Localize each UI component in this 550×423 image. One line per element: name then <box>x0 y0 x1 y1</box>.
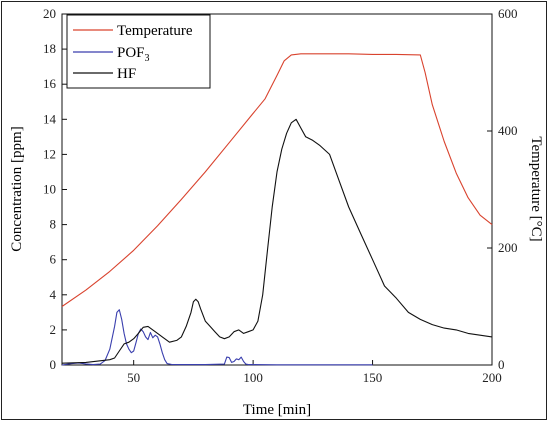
x-axis-title: Time [min] <box>243 402 311 418</box>
y-left-tick-label: 0 <box>50 357 57 372</box>
y-right-tick-label: 200 <box>498 240 518 255</box>
x-tick-label: 150 <box>363 370 383 385</box>
y-right-axis-title: Temperature [°C] <box>528 136 544 241</box>
y-left-tick-label: 14 <box>43 111 57 126</box>
y-left-tick-label: 8 <box>50 217 57 232</box>
y-left-tick-label: 10 <box>43 182 56 197</box>
x-tick-label: 100 <box>243 370 263 385</box>
series-line-pof3 <box>61 309 373 366</box>
y-left-tick-label: 2 <box>50 322 57 337</box>
x-tick-label: 50 <box>127 370 140 385</box>
y-left-tick-label: 6 <box>50 252 57 267</box>
x-axis-ticks: 50 100 150 200 <box>127 360 502 385</box>
series-layer <box>61 53 493 366</box>
left-axis-ticks: 0 2 4 6 8 10 12 14 16 18 20 <box>43 6 67 372</box>
x-tick-label: 200 <box>482 370 502 385</box>
y-left-tick-label: 16 <box>43 76 57 91</box>
y-left-tick-label: 20 <box>43 6 56 21</box>
y-left-axis-title: Concentration [ppm] <box>9 126 25 251</box>
y-left-tick-label: 18 <box>43 41 56 56</box>
right-axis-ticks: 0 200 400 600 <box>487 6 518 372</box>
series-line-hf <box>61 118 493 364</box>
y-right-tick-label: 400 <box>498 123 518 138</box>
y-right-tick-label: 600 <box>498 6 518 21</box>
y-right-tick-label: 0 <box>498 357 505 372</box>
y-left-tick-label: 4 <box>50 287 57 302</box>
y-left-tick-label: 12 <box>43 146 56 161</box>
legend-label-temperature: Temperature <box>117 23 193 39</box>
legend: Temperature POF3 HF <box>66 14 211 89</box>
legend-label-pof3: POF3 <box>117 45 150 64</box>
series-line-temperature <box>61 53 493 307</box>
legend-label-hf: HF <box>117 66 136 82</box>
